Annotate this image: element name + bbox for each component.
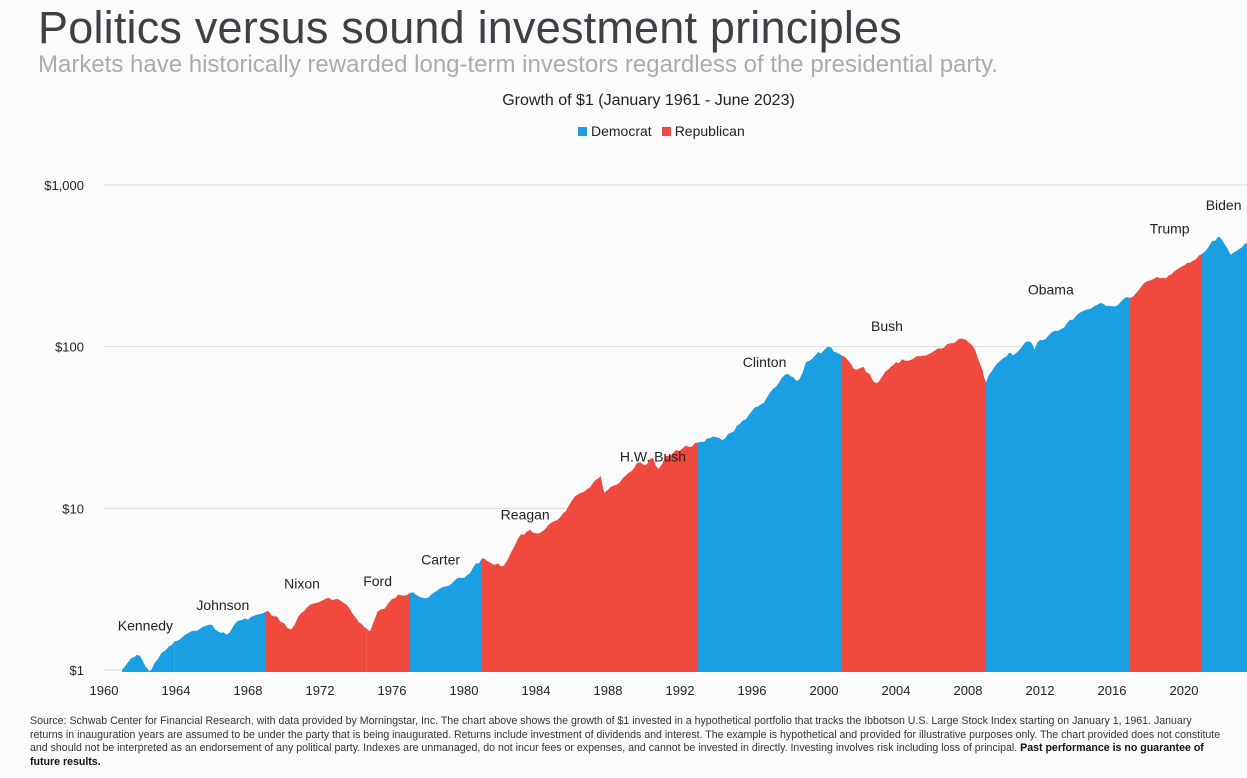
- legend-label-republican: Republican: [674, 123, 745, 139]
- x-tick-label: 1972: [306, 683, 335, 698]
- footnote: Source: Schwab Center for Financial Rese…: [30, 715, 1225, 769]
- area-trump: [1130, 253, 1202, 672]
- x-tick-label: 1996: [738, 683, 767, 698]
- footnote-text: Source: Schwab Center for Financial Rese…: [30, 715, 1221, 754]
- x-tick-label: 1992: [666, 683, 695, 698]
- area-ford: [366, 592, 410, 672]
- y-tick-label: $1,000: [44, 178, 84, 193]
- legend-item-republican: Republican: [661, 123, 745, 139]
- area-bush: [842, 338, 986, 672]
- x-tick-label: 2016: [1098, 683, 1127, 698]
- y-tick-label: $10: [62, 501, 84, 516]
- area-biden: [1202, 236, 1247, 672]
- legend-item-democrat: Democrat: [578, 123, 652, 139]
- president-label: Kennedy: [118, 618, 173, 634]
- area-carter: [410, 558, 482, 672]
- x-tick-label: 1960: [90, 683, 119, 698]
- x-tick-label: 1968: [234, 683, 263, 698]
- president-label: Trump: [1150, 221, 1190, 237]
- legend-swatch-democrat: [578, 126, 587, 136]
- chart-title: Growth of $1 (January 1961 - June 2023): [502, 92, 795, 109]
- page-title: Politics versus sound investment princip…: [38, 2, 902, 53]
- legend-swatch-republican: [661, 126, 671, 136]
- area-h-w-bush: [626, 442, 698, 672]
- president-label: Ford: [363, 573, 392, 589]
- legend-label-democrat: Democrat: [591, 123, 652, 139]
- y-tick-label: $100: [55, 340, 84, 355]
- chart-legend: Democrat Republican: [578, 123, 755, 139]
- x-tick-label: 1980: [450, 683, 479, 698]
- x-tick-label: 1988: [594, 683, 623, 698]
- x-tick-label: 2008: [954, 683, 983, 698]
- area-obama: [986, 297, 1130, 672]
- growth-chart: $1 $10 $100 $1,000 1960 1964 1968 1972 1976 1980 1…: [44, 178, 1247, 698]
- x-tick-label: 2020: [1170, 683, 1199, 698]
- president-label: Obama: [1028, 282, 1074, 298]
- president-label: Reagan: [501, 507, 550, 523]
- x-tick-label: 2004: [882, 683, 911, 698]
- y-tick-label: $1: [70, 663, 84, 678]
- president-label: Clinton: [743, 354, 787, 370]
- x-tick-label: 1984: [522, 683, 551, 698]
- page-subtitle: Markets have historically rewarded long-…: [38, 51, 998, 78]
- president-label: Biden: [1206, 197, 1242, 213]
- x-tick-label: 1976: [378, 683, 407, 698]
- area-nixon: [266, 597, 367, 672]
- president-label: H.W. Bush: [620, 448, 686, 464]
- footnote-disclaimer: Past performance is no guarantee of futu…: [30, 742, 1204, 768]
- president-label: Nixon: [284, 575, 320, 591]
- area-clinton: [698, 346, 842, 672]
- area-reagan: [482, 475, 626, 672]
- x-tick-label: 1964: [162, 683, 191, 698]
- area-johnson: [174, 611, 266, 672]
- president-label: Carter: [421, 551, 460, 567]
- president-label: Johnson: [196, 597, 249, 613]
- president-label: Bush: [871, 318, 903, 334]
- x-tick-label: 2012: [1026, 683, 1055, 698]
- area-kennedy: [122, 641, 175, 672]
- x-tick-label: 2000: [810, 683, 839, 698]
